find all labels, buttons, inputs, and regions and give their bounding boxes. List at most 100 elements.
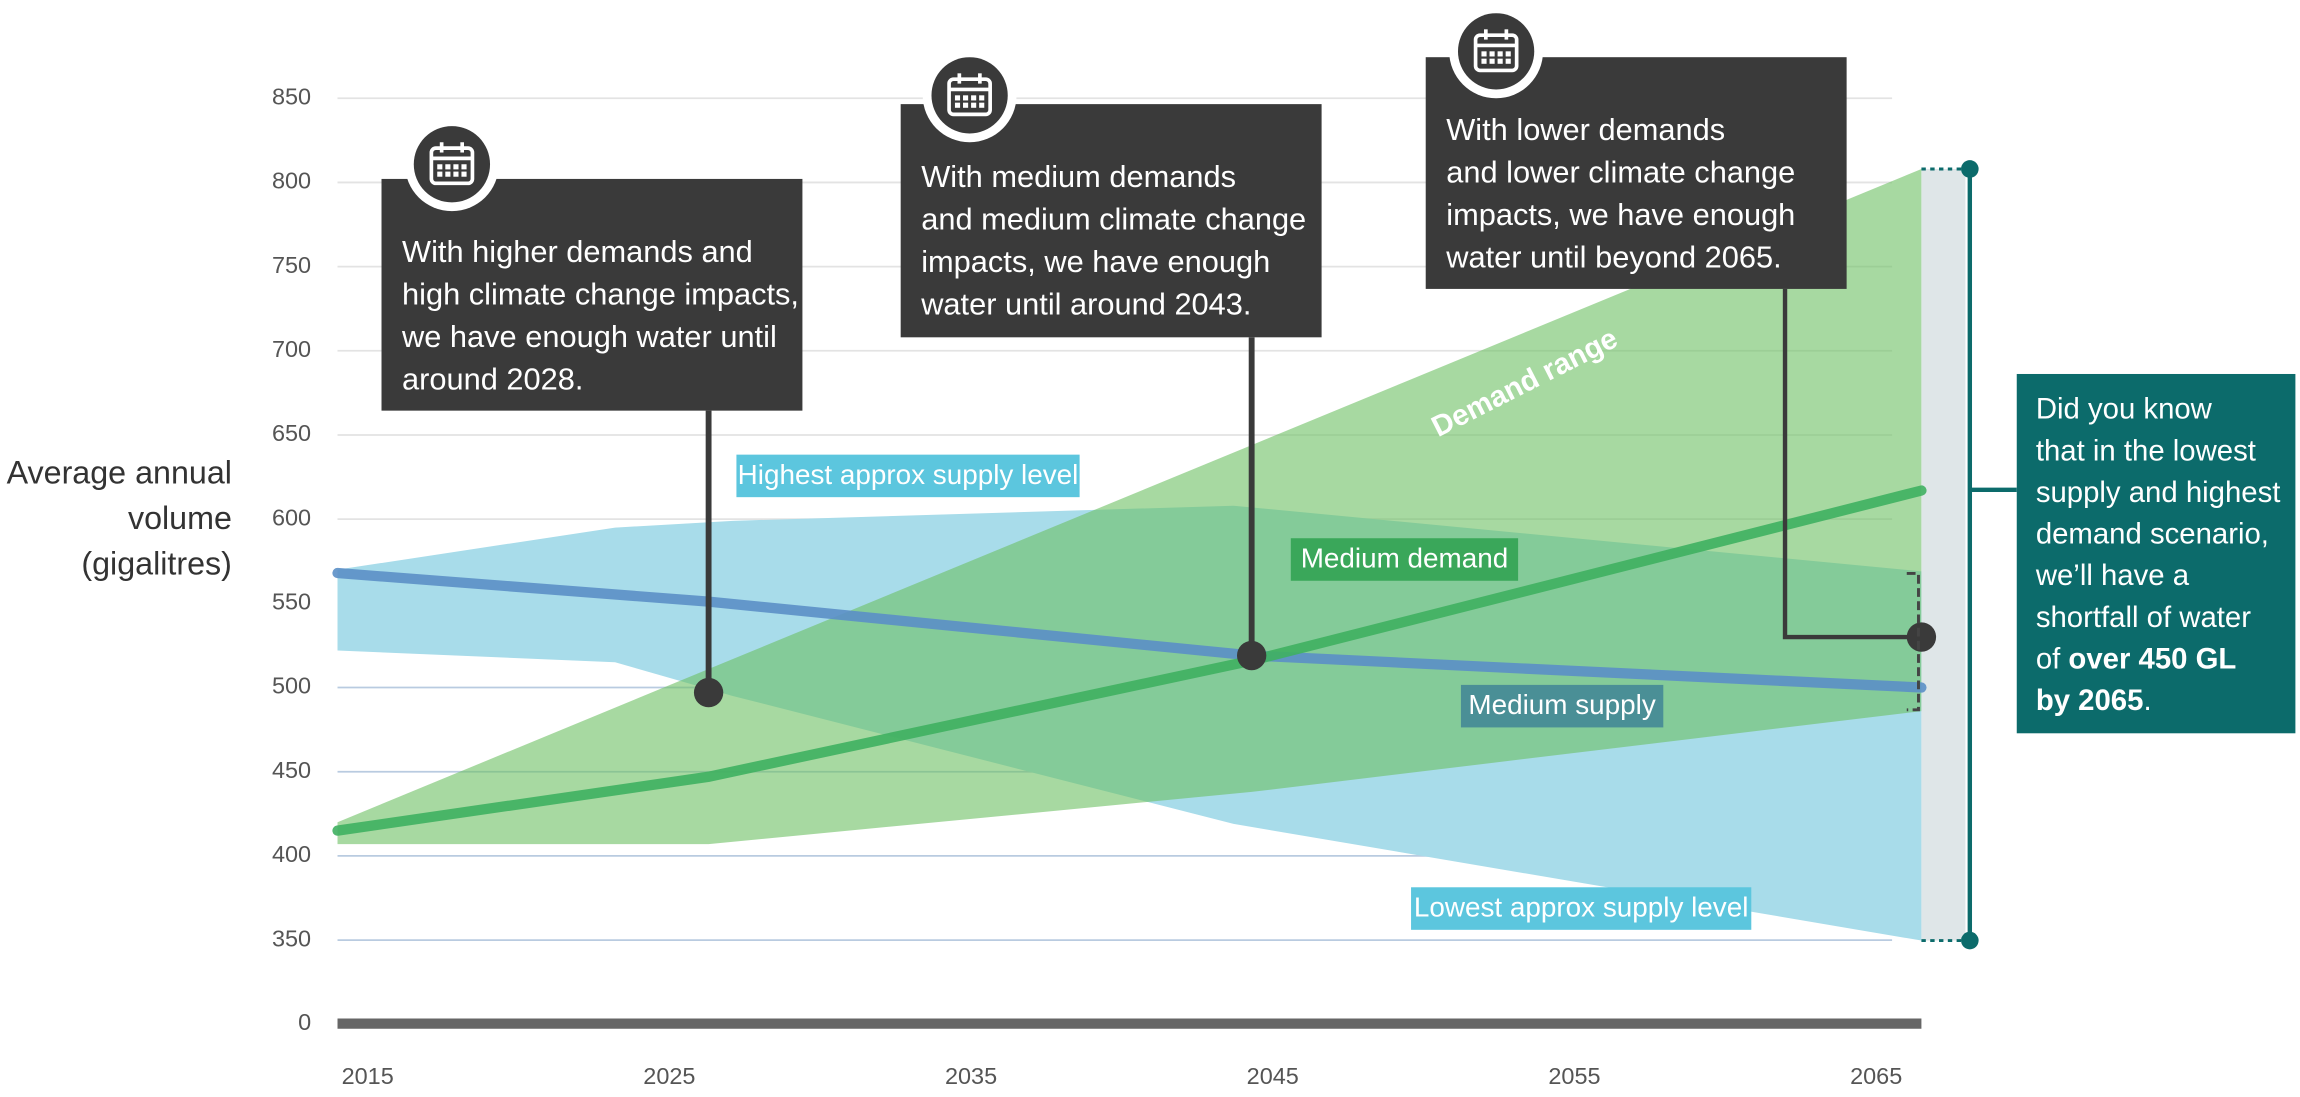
y-tick-label: 650 [272,420,311,446]
callout-text: With medium demands [921,159,1236,194]
info-text-part: shortfall of water [2036,601,2251,634]
info-text: Did you know [2036,392,2213,425]
icon-calendar [979,102,985,108]
callout-text: impacts, we have enough [1446,197,1795,232]
callout-box [900,104,1322,338]
icon-calendar [437,171,443,177]
callout-text: around 2028. [402,361,583,396]
line [332,567,1927,693]
y-tick-label: 700 [272,336,311,362]
x-tick-label: 2045 [1247,1063,1299,1089]
icon-calendar [1489,58,1495,64]
icon [1457,13,1535,90]
y-tick-label: 500 [272,673,311,699]
icon [931,57,1008,134]
info-text-part: . [2143,684,2151,717]
info-text: of over 450 GL [2036,642,2237,675]
info-text-part: we’ll have a [2035,559,2190,592]
x-tick-label: 2025 [643,1063,695,1089]
icon [413,126,491,203]
icon-calendar [1505,58,1511,64]
bracket-end [1961,931,1979,950]
icon-calendar [971,95,977,101]
icon-calendar [1505,51,1511,57]
small-bracket [1906,571,1920,712]
icon-calendar [979,95,985,101]
y-axis-label: volume [128,500,232,536]
icon-calendar [1497,58,1503,64]
callout-text: and medium climate change [921,202,1306,237]
callout-box [381,178,803,411]
callout-text: water until beyond 2065. [1445,240,1781,275]
info-text-part: of [2036,642,2069,675]
icon-calendar [1473,33,1519,73]
info-text-part: that in the lowest [2036,434,2256,467]
callout-text: and lower climate change [1446,155,1795,190]
icon-calendar [954,95,961,101]
y-tick-label: 600 [272,504,311,530]
info-text: demand scenario, [2036,517,2269,550]
info-text-part: supply and highest [2036,476,2281,509]
info-text: we’ll have a [2035,559,2190,592]
info-text: shortfall of water [2036,601,2251,634]
y-tick-label: 550 [272,589,311,615]
label-box [1460,684,1664,728]
icon-calendar [437,164,443,170]
y-tick-label: 450 [272,757,311,783]
icon-calendar [453,164,459,170]
callout-text: With higher demands and [402,234,753,269]
icon-calendar [954,102,961,108]
callout-text: we have enough water until [401,319,777,354]
icon-calendar [461,164,467,170]
icon-calendar [1481,51,1487,57]
callout-text: impacts, we have enough [921,244,1270,279]
line [332,485,1927,836]
info-text-part: Did you know [2036,392,2213,425]
bracket-end [1961,160,1979,178]
x-tick-label: 2035 [945,1063,997,1089]
label-box [1290,538,1519,581]
callout-point [1906,622,1937,652]
x-tick-label: 2055 [1548,1063,1600,1089]
x-tick-label: 2015 [342,1063,394,1089]
icon-calendar [963,102,969,108]
info-text: supply and highest [2036,476,2281,509]
icon-calendar [1489,51,1495,57]
range-band [1921,168,1966,941]
callout-text: With lower demands [1446,112,1725,147]
info-box [2016,373,2296,734]
icon-calendar [453,171,459,177]
area [337,168,1922,845]
y-tick-label: 850 [272,83,311,109]
icon-calendar [1481,58,1487,64]
label: Medium supply [1468,689,1655,720]
icon-calendar [963,95,969,101]
label: Lowest approx supply level [1414,892,1749,923]
y-axis-label: Average annual [7,455,232,491]
y-tick-label: 350 [272,925,311,951]
y-tick-label: 750 [272,252,311,278]
icon-calendar [445,164,451,170]
icon-calendar [445,171,451,177]
y-tick-label: 800 [272,168,311,194]
label: Medium demand [1301,543,1509,574]
info-text-part: over 450 GL [2068,642,2236,675]
callout-point [693,677,724,708]
icon-calendar [971,102,977,108]
info-text: that in the lowest [2036,434,2256,467]
icon-calendar [429,146,475,186]
label-box [736,454,1080,498]
label: Highest approx supply level [738,459,1079,490]
icon-calendar [461,171,467,177]
info-text-part: demand scenario, [2036,517,2269,550]
y-tick-label: 0 [298,1009,311,1035]
callout-point [1236,640,1267,671]
y-tick-label: 400 [272,841,311,867]
y-axis-label: (gigalitres) [81,546,232,582]
info-text: by 2065. [2036,684,2152,717]
callout-text: high climate change impacts, [402,276,799,311]
connector [1782,288,1922,640]
icon-calendar [947,77,992,117]
info-text-part: by 2065 [2036,684,2144,717]
